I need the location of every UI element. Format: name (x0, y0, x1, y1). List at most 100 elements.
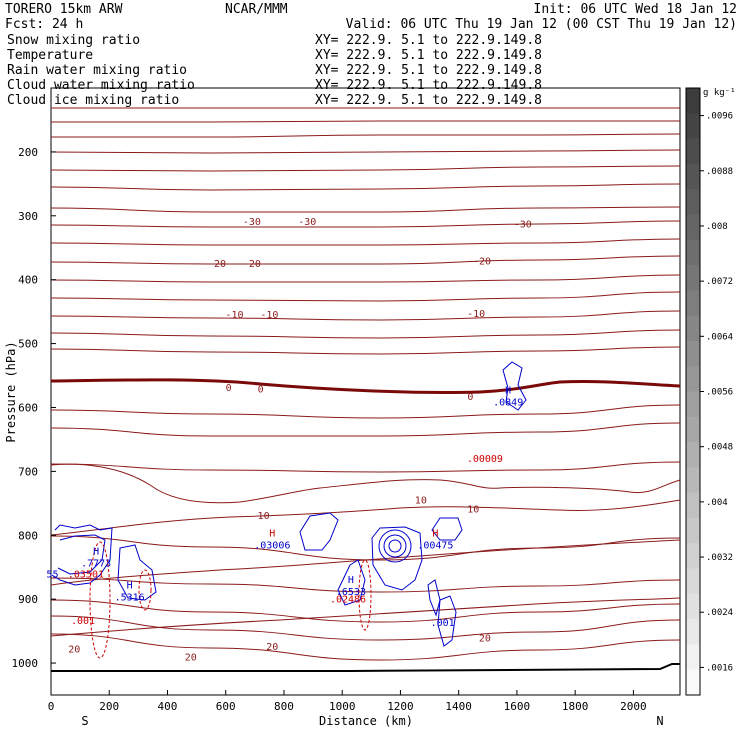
y-tick-label: 1000 (12, 657, 39, 670)
maximum-value: 55 (46, 569, 58, 580)
cloud-water-contour (117, 544, 157, 601)
rain-contour (89, 541, 111, 659)
isotherm-label: 0 (258, 384, 264, 395)
colorbar-segment (686, 88, 700, 114)
colorbar-unit: g kg⁻¹ (703, 88, 736, 98)
cloud-water-contour (299, 512, 339, 551)
colorbar-tick-label: .0064 (706, 332, 733, 342)
isotherm-label: -20 (243, 259, 261, 270)
terrain-surface (51, 663, 680, 672)
isotherm-line (50, 597, 681, 637)
maximum-marker: H (505, 385, 511, 396)
legend-xy: XY= 222.9. 5.1 to 222.9.149.8 (315, 48, 542, 63)
isotherm-line (50, 149, 681, 154)
x-axis-ticks: 0 200 400 600 800 1000 1200 1400 1600 1800 2000 (48, 690, 647, 713)
cloud-water-contour (51, 524, 113, 586)
colorbar-segment (686, 568, 700, 595)
legend-xy: XY= 222.9. 5.1 to 222.9.149.8 (315, 63, 542, 78)
isotherm-line (50, 404, 681, 419)
isotherm-line (50, 346, 681, 355)
y-tick-label: 400 (18, 274, 38, 287)
isotherm-line (50, 255, 681, 265)
colorbar-segment (686, 416, 700, 443)
init-time: Init: 06 UTC Wed 18 Jan 12 (534, 2, 738, 17)
field-legend: Snow mixing ratio XY= 222.9. 5.1 to 222.… (7, 33, 542, 108)
colorbar-tick-label: .0016 (706, 663, 733, 673)
plot-frame (50, 87, 681, 696)
legend-name: Temperature (7, 48, 93, 63)
isotherm-line (50, 633, 681, 661)
legend-xy: XY= 222.9. 5.1 to 222.9.149.8 (315, 78, 542, 93)
x-axis-label: Distance (km) (319, 714, 413, 728)
isotherm-label: 10 (415, 495, 427, 506)
cloud-water-contour (57, 534, 106, 575)
isotherm-label: 10 (467, 504, 479, 515)
isotherm-label: -30 (514, 219, 532, 230)
isotherm-line (50, 238, 681, 246)
terrain-line (51, 663, 680, 672)
colorbar-segment (686, 492, 700, 519)
isotherm-line (50, 183, 681, 191)
cloud-water-contour (388, 539, 402, 553)
cloud-water-contour (437, 595, 457, 647)
y-tick-label: 200 (18, 146, 38, 159)
colorbar-tick-label: .004 (706, 498, 728, 508)
x-tick-label: 200 (99, 700, 119, 713)
cloud-water-contour (371, 526, 423, 591)
maximum-value: .02486 (330, 594, 366, 605)
cloud-water-contour (378, 529, 412, 563)
isotherm-line (50, 329, 681, 339)
maximum-value: .00475 (417, 541, 453, 552)
colorbar: .0096 .0088 .008 .0072 .0064 .0056 .0048 .004 .0… (685, 87, 733, 696)
cloud-water-contour (383, 534, 407, 558)
isotherm-line (51, 120, 680, 123)
x-tick-label: 0 (48, 700, 55, 713)
isotherm-label: -10 (260, 310, 278, 321)
colorbar-segment (686, 593, 700, 620)
maximum-value: .5316 (115, 592, 145, 603)
isotherm-line (50, 577, 681, 593)
cloud-water-contour (337, 559, 366, 606)
x-tick-label: 2000 (620, 700, 647, 713)
isotherm-labels: -30 -30 -30 -20 -20 -20 -10 -10 -10 0 0 0 10 10 10 20 20… (68, 217, 532, 664)
colorbar-segment (686, 138, 700, 165)
y-tick-label: 300 (18, 210, 38, 223)
maximum-marker: H (93, 546, 99, 557)
isotherm-line (50, 461, 681, 473)
legend-name: Snow mixing ratio (7, 33, 140, 48)
colorbar-segment (686, 163, 700, 190)
forecast-hour: Fcst: 24 h (5, 17, 83, 32)
colorbar-tick-label: .0072 (706, 277, 733, 287)
valid-time: Valid: 06 UTC Thu 19 Jan 12 (00 CST Thu … (346, 17, 737, 32)
maximum-marker: H (348, 575, 354, 586)
isotherm-line (50, 220, 681, 228)
legend-xy: XY= 222.9. 5.1 to 222.9.149.8 (315, 93, 542, 108)
colorbar-segment (686, 366, 700, 392)
isotherm-label: 0 (226, 383, 232, 394)
freezing-level-line (50, 378, 681, 395)
maximum-value: .001 (431, 618, 455, 629)
x-end-label-north: N (656, 714, 663, 728)
isotherm-label: -10 (467, 309, 485, 320)
isotherm-label: -20 (208, 259, 226, 270)
x-tick-label: 1600 (504, 700, 531, 713)
colorbar-segment (686, 340, 700, 367)
maximum-value: .03006 (254, 541, 290, 552)
maximum-value: .001 (71, 616, 95, 627)
cloud-water-contour (502, 361, 527, 411)
precip-contours (51, 361, 527, 659)
isotherm-line (50, 615, 681, 641)
colorbar-segment (686, 517, 700, 544)
legend-name: Cloud ice mixing ratio (7, 93, 179, 108)
colorbar-segment (686, 442, 700, 468)
isotherm-line (50, 310, 681, 321)
isotherm-line (50, 422, 681, 437)
x-end-label-south: S (81, 714, 88, 728)
colorbar-segment (686, 543, 700, 570)
colorbar-segment (686, 265, 700, 291)
x-tick-label: 600 (216, 700, 236, 713)
colorbar-segment (686, 467, 700, 494)
isotherm-line (50, 463, 681, 504)
model-title: TORERO 15km ARW (5, 2, 123, 17)
